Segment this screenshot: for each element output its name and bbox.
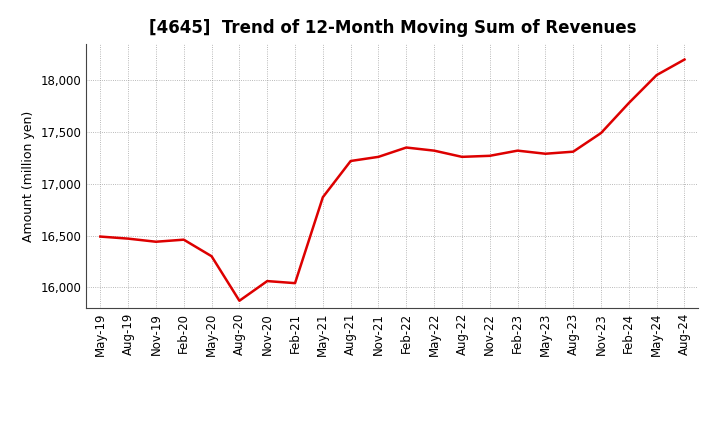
Title: [4645]  Trend of 12-Month Moving Sum of Revenues: [4645] Trend of 12-Month Moving Sum of R… (148, 19, 636, 37)
Y-axis label: Amount (million yen): Amount (million yen) (22, 110, 35, 242)
